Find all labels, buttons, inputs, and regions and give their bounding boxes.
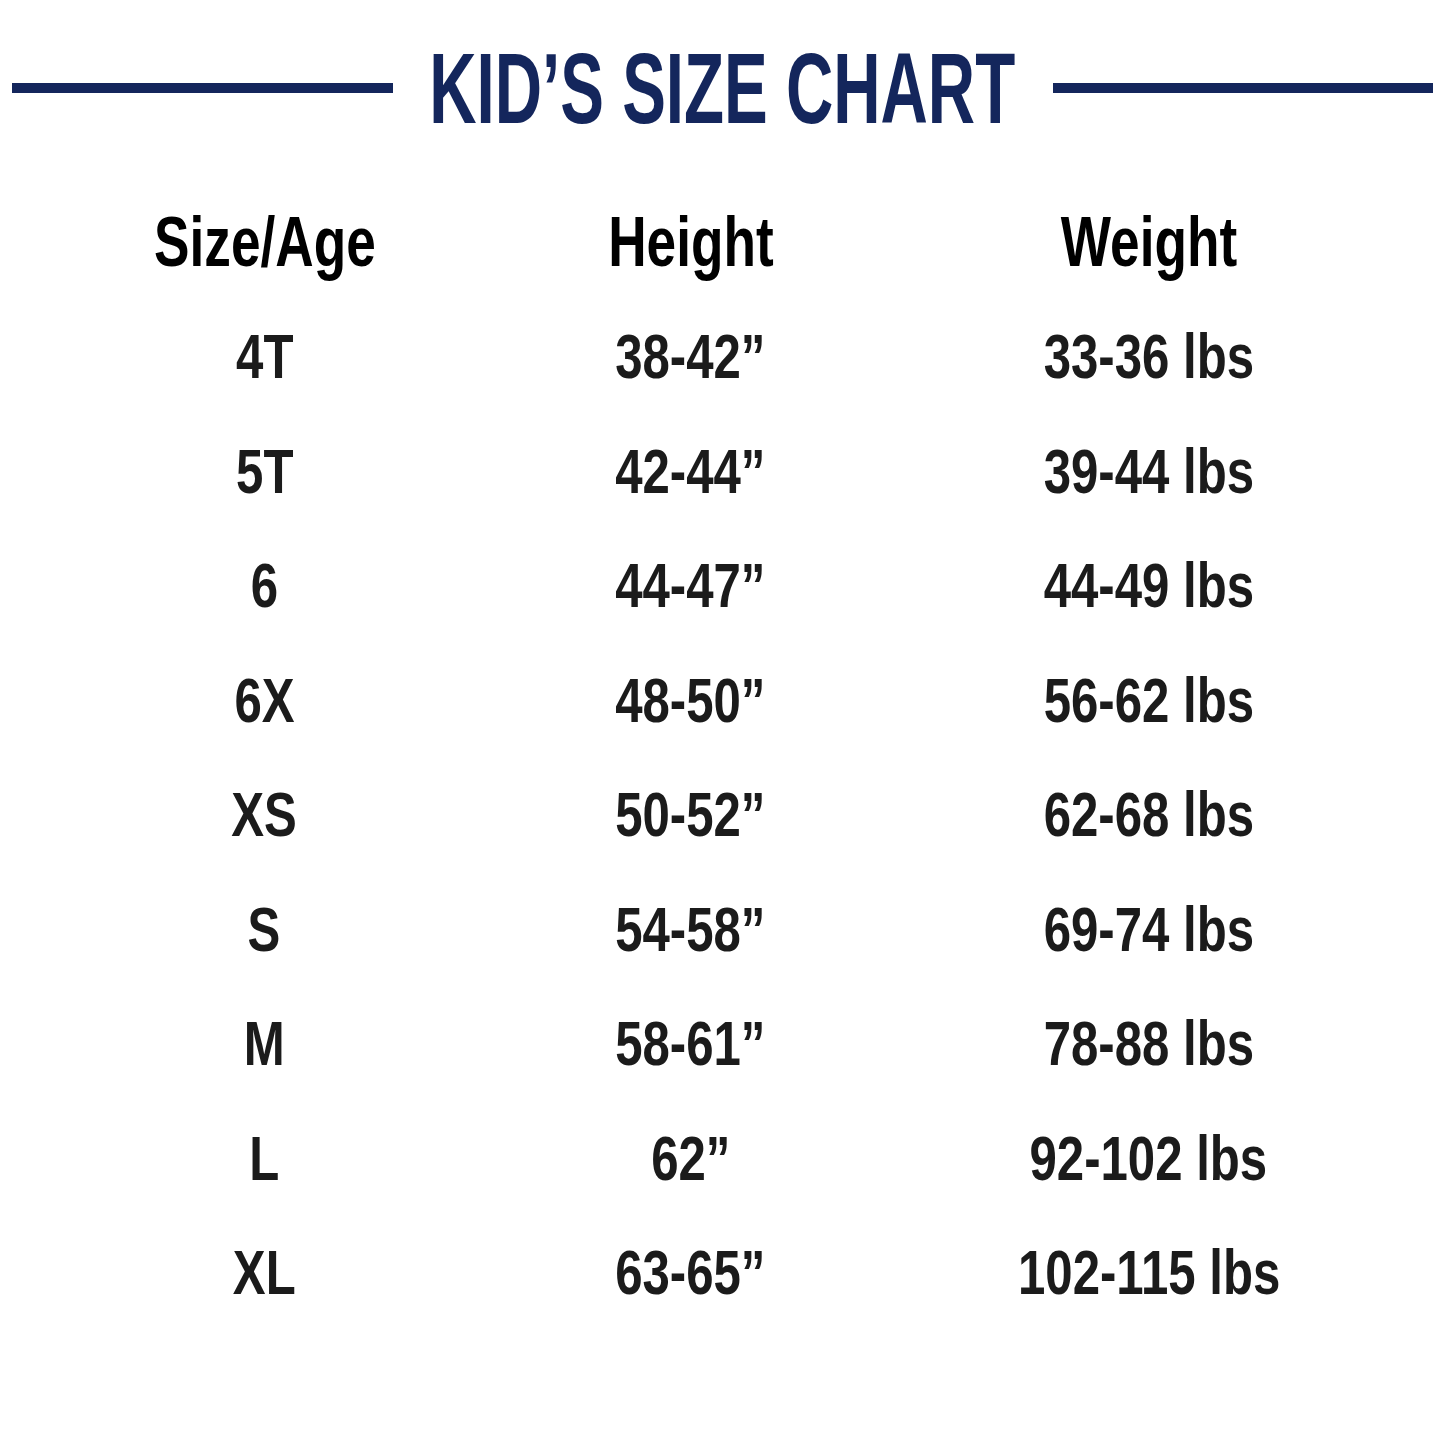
size-cell: 5T [0, 414, 529, 529]
size-cell: L [0, 1101, 529, 1216]
title-rule-left [12, 83, 393, 93]
size-cell: XS [0, 758, 529, 873]
page-title: KID’S SIZE CHART [413, 40, 1033, 136]
column-header-size-age: Size/Age [0, 185, 529, 300]
weight-cell: 33-36 lbs [853, 300, 1445, 415]
size-cell: M [0, 987, 529, 1102]
size-cell: S [0, 872, 529, 987]
height-cell: 42-44” [529, 414, 853, 529]
size-chart-page: KID’S SIZE CHART Size/Age Height Weight … [0, 40, 1445, 1445]
height-cell: 48-50” [529, 643, 853, 758]
weight-cell: 62-68 lbs [853, 758, 1445, 873]
height-cell: 50-52” [529, 758, 853, 873]
page-header: KID’S SIZE CHART [12, 40, 1433, 136]
weight-cell: 78-88 lbs [853, 987, 1445, 1102]
size-cell: 6X [0, 643, 529, 758]
title-rule-right [1053, 83, 1434, 93]
page-title-text: KID’S SIZE CHART [430, 40, 1016, 136]
weight-cell: 92-102 lbs [853, 1101, 1445, 1216]
weight-cell: 39-44 lbs [853, 414, 1445, 529]
weight-cell: 44-49 lbs [853, 529, 1445, 644]
column-header-height: Height [529, 185, 853, 300]
height-cell: 54-58” [529, 872, 853, 987]
size-cell: 4T [0, 300, 529, 415]
size-table: Size/Age Height Weight 4T 38-42” 33-36 l… [0, 185, 1445, 1330]
column-header-weight: Weight [853, 185, 1445, 300]
height-cell: 63-65” [529, 1216, 853, 1331]
height-cell: 58-61” [529, 987, 853, 1102]
weight-cell: 69-74 lbs [853, 872, 1445, 987]
weight-cell: 102-115 lbs [853, 1216, 1445, 1331]
size-cell: XL [0, 1216, 529, 1331]
weight-cell: 56-62 lbs [853, 643, 1445, 758]
height-cell: 62” [529, 1101, 853, 1216]
height-cell: 44-47” [529, 529, 853, 644]
height-cell: 38-42” [529, 300, 853, 415]
size-cell: 6 [0, 529, 529, 644]
